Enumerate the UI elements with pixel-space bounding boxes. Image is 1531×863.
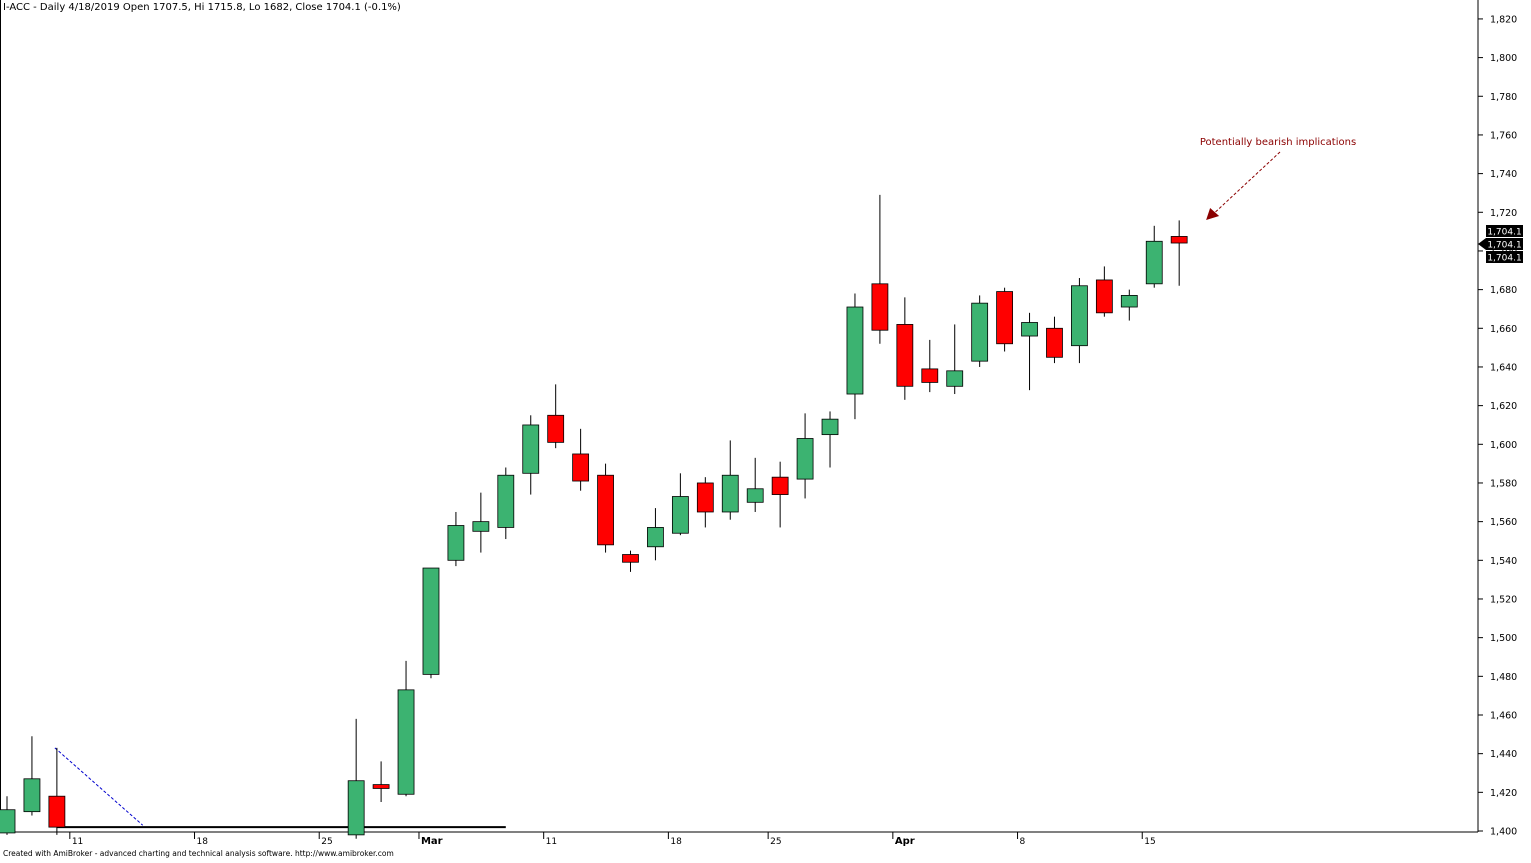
candle-body bbox=[796, 438, 814, 480]
candle-body bbox=[397, 689, 415, 795]
y-tick-label: 1,680 bbox=[1490, 285, 1517, 296]
last-price-label: 1,704.1 bbox=[1487, 241, 1521, 251]
x-tick-label: Mar bbox=[421, 836, 443, 847]
candle-body bbox=[971, 302, 989, 362]
candle-body bbox=[1170, 236, 1188, 244]
candle-body bbox=[1145, 240, 1163, 285]
candle-body bbox=[946, 370, 964, 387]
candle-body bbox=[696, 482, 714, 513]
candle-body bbox=[522, 424, 540, 474]
candle-body bbox=[746, 488, 764, 503]
candle-body bbox=[447, 525, 465, 561]
candle-body bbox=[771, 476, 789, 495]
last-price-pointer bbox=[1478, 238, 1486, 250]
x-tick-label: 8 bbox=[1020, 837, 1026, 847]
candle-body bbox=[422, 567, 440, 675]
last-price-label: 1,704.1 bbox=[1487, 228, 1521, 238]
y-tick-label: 1,820 bbox=[1490, 14, 1517, 25]
y-tick-label: 1,480 bbox=[1490, 672, 1517, 683]
x-tick-label: 18 bbox=[197, 837, 209, 847]
y-tick-label: 1,560 bbox=[1490, 517, 1517, 528]
y-tick-label: 1,500 bbox=[1490, 633, 1517, 644]
y-tick-label: 1,780 bbox=[1490, 92, 1517, 103]
candle-body bbox=[1120, 295, 1138, 308]
y-tick-label: 1,420 bbox=[1490, 788, 1517, 799]
y-tick-label: 1,580 bbox=[1490, 478, 1517, 489]
candle-body bbox=[347, 780, 365, 836]
candle-body bbox=[622, 554, 639, 563]
candle-body bbox=[846, 306, 864, 395]
candle-body bbox=[48, 795, 66, 828]
y-tick-label: 1,620 bbox=[1490, 401, 1517, 412]
x-tick-label: 18 bbox=[670, 837, 682, 847]
trendline bbox=[54, 747, 144, 826]
candle-body bbox=[572, 453, 590, 482]
chart-footer: Created with AmiBroker - advanced charti… bbox=[3, 849, 394, 858]
y-tick-label: 1,760 bbox=[1490, 130, 1517, 141]
candle-body bbox=[921, 368, 939, 383]
candle-body bbox=[497, 474, 515, 528]
x-tick-label: 25 bbox=[770, 837, 781, 847]
candle-body bbox=[1071, 285, 1088, 347]
x-tick-label: 11 bbox=[72, 837, 83, 847]
annotation-arrow-line bbox=[1210, 151, 1281, 217]
y-tick-label: 1,600 bbox=[1490, 440, 1517, 451]
y-tick-label: 1,740 bbox=[1490, 169, 1517, 180]
y-tick-label: 1,640 bbox=[1490, 362, 1517, 373]
candle-body bbox=[547, 414, 565, 443]
candle-body bbox=[1046, 327, 1063, 358]
candle-body bbox=[871, 283, 889, 331]
x-tick-label: 11 bbox=[546, 837, 557, 847]
candle-body bbox=[597, 474, 614, 546]
x-tick-label: Apr bbox=[895, 836, 915, 847]
y-tick-label: 1,400 bbox=[1490, 827, 1517, 838]
y-tick-label: 1,660 bbox=[1490, 324, 1517, 335]
candle-body bbox=[721, 474, 739, 513]
candle-body bbox=[472, 521, 490, 532]
candle-body bbox=[0, 809, 16, 834]
annotation-text: Potentially bearish implications bbox=[1200, 137, 1356, 148]
candle-body bbox=[1095, 279, 1113, 314]
candle-body bbox=[23, 778, 41, 813]
y-tick-label: 1,540 bbox=[1490, 556, 1517, 567]
chart-header: I-ACC - Daily 4/18/2019 Open 1707.5, Hi … bbox=[3, 2, 401, 13]
last-price-box bbox=[1486, 238, 1523, 250]
last-price-box bbox=[1486, 225, 1523, 237]
y-tick-label: 1,720 bbox=[1490, 208, 1517, 219]
candle-body bbox=[896, 324, 914, 387]
x-tick-label: 15 bbox=[1144, 837, 1155, 847]
candle-body bbox=[372, 784, 390, 789]
last-price-box bbox=[1486, 251, 1523, 263]
x-tick-label: 25 bbox=[321, 837, 332, 847]
candle-body bbox=[1021, 322, 1038, 337]
candle-body bbox=[996, 291, 1013, 345]
annotation-arrow-head bbox=[1206, 208, 1220, 221]
y-tick-label: 1,520 bbox=[1490, 594, 1517, 605]
last-price-label: 1,704.1 bbox=[1487, 254, 1521, 264]
y-tick-label: 1,440 bbox=[1490, 749, 1517, 760]
candle-body bbox=[671, 496, 689, 534]
candle-body bbox=[821, 418, 839, 436]
y-tick-label: 1,460 bbox=[1490, 710, 1517, 721]
candle-body bbox=[647, 527, 664, 548]
y-tick-label: 1,800 bbox=[1490, 53, 1517, 64]
